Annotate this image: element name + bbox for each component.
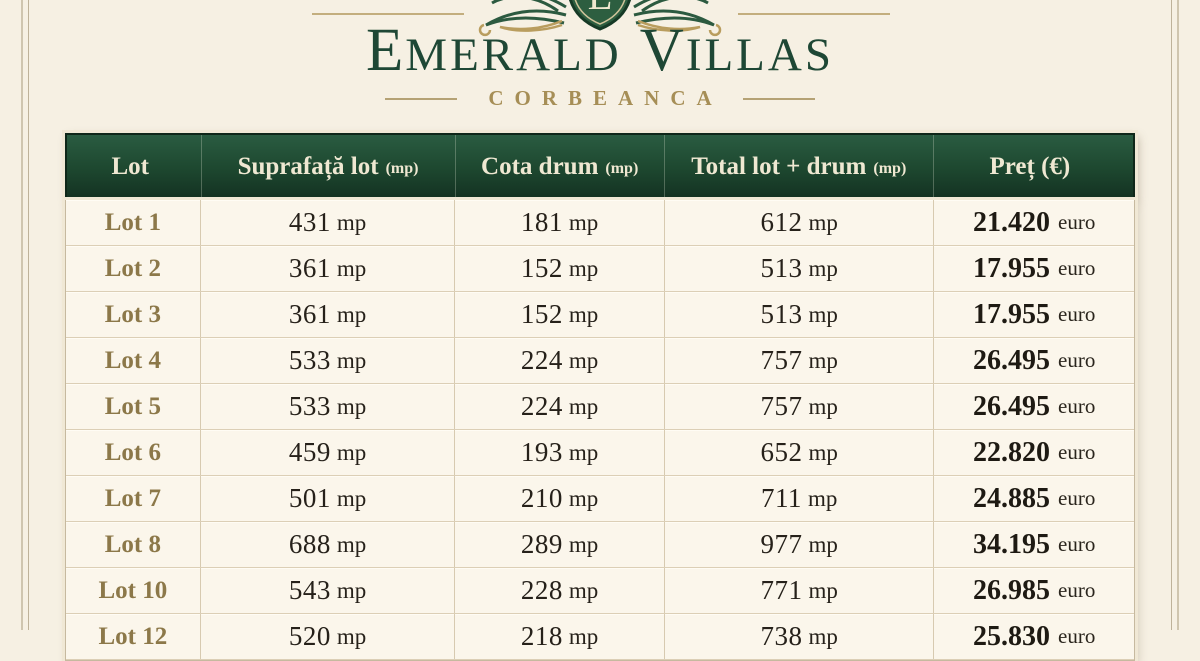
pret-cell: 21.420 euro: [973, 206, 1096, 238]
frame-line-left-outer: [21, 0, 23, 630]
total-cell: 757 mp: [665, 384, 935, 429]
subtitle-rule-right: [742, 97, 815, 100]
cota-drum-cell: 218 mp: [455, 614, 665, 659]
logo-crest: E: [470, 0, 730, 37]
pret-cell: 17.955 euro: [973, 252, 1096, 284]
lot-cell: Lot 2: [66, 246, 201, 291]
lot-cell: Lot 3: [66, 292, 201, 337]
pret-cell: 26.985 euro: [973, 574, 1096, 606]
frame-line-right-inner: [1171, 0, 1172, 630]
table-row: Lot 10 543 mp 228 mp 771 mp 26.985 euro: [66, 568, 1134, 614]
brand-subtitle: CORBEANCA: [488, 86, 723, 110]
table-row: Lot 6 459 mp 193 mp 652 mp 22.820 euro: [66, 430, 1134, 476]
pret-cell: 17.955 euro: [973, 298, 1096, 330]
cota-drum-cell: 210 mp: [455, 476, 665, 521]
pret-cell: 26.495 euro: [973, 344, 1096, 376]
table-row: Lot 4 533 mp 224 mp 757 mp 26.495 euro: [66, 338, 1134, 384]
table-row: Lot 3 361 mp 152 mp 513 mp 17.955 euro: [66, 292, 1134, 338]
suprafata-cell: 459 mp: [201, 430, 456, 475]
cota-drum-cell: 224 mp: [455, 384, 665, 429]
table-row: Lot 1 431 mp 181 mp 612 mp 21.420 euro: [66, 200, 1134, 246]
lot-cell: Lot 12: [66, 614, 201, 659]
total-cell: 711 mp: [665, 476, 935, 521]
cota-drum-cell: 224 mp: [455, 338, 665, 383]
table-row: Lot 2 361 mp 152 mp 513 mp 17.955 euro: [66, 246, 1134, 292]
cota-drum-cell: 289 mp: [455, 522, 665, 567]
lot-cell: Lot 6: [66, 430, 201, 475]
pret-cell: 22.820 euro: [973, 436, 1096, 468]
suprafata-cell: 501 mp: [201, 476, 456, 521]
brand-title-part: MERALD: [405, 29, 622, 81]
brand-title: EMERALD VILLAS: [0, 16, 1200, 86]
column-header-cota-drum: Cota drum (mp): [456, 135, 665, 198]
frame-line-left-inner: [28, 0, 29, 630]
column-header-pret: Preț (€): [989, 152, 1071, 180]
table-row: Lot 8 688 mp 289 mp 977 mp 34.195 euro: [66, 522, 1134, 568]
total-cell: 513 mp: [665, 292, 935, 337]
suprafata-cell: 688 mp: [201, 522, 456, 567]
pret-cell: 26.495 euro: [973, 390, 1096, 422]
brand-title-part: E: [366, 17, 406, 84]
logo-rule-right: [738, 13, 890, 15]
table-row: Lot 7 501 mp 210 mp 711 mp 24.885 euro: [66, 476, 1134, 522]
frame-line-right-outer: [1177, 0, 1179, 630]
subtitle-rule-left: [385, 97, 458, 100]
suprafata-cell: 533 mp: [201, 338, 456, 383]
suprafata-cell: 533 mp: [201, 384, 456, 429]
suprafata-cell: 431 mp: [201, 200, 456, 245]
lot-cell: Lot 4: [66, 338, 201, 383]
pret-cell: 34.195 euro: [973, 528, 1096, 560]
pret-cell: 25.830 euro: [973, 620, 1096, 652]
total-cell: 612 mp: [665, 200, 935, 245]
lot-cell: Lot 8: [66, 522, 201, 567]
lot-cell: Lot 1: [66, 200, 201, 245]
table-row: Lot 12 520 mp 218 mp 738 mp 25.830 euro: [66, 614, 1134, 660]
crest-monogram: E: [588, 0, 612, 18]
cota-drum-cell: 152 mp: [455, 292, 665, 337]
lot-cell: Lot 10: [66, 568, 201, 613]
cota-drum-cell: 152 mp: [455, 246, 665, 291]
lot-cell: Lot 5: [66, 384, 201, 429]
column-header-suprafata: Suprafață lot (mp): [202, 135, 456, 198]
total-cell: 652 mp: [665, 430, 935, 475]
total-cell: 977 mp: [665, 522, 935, 567]
cota-drum-cell: 193 mp: [455, 430, 665, 475]
crest-icon: E: [478, 0, 722, 37]
table-row: Lot 5 533 mp 224 mp 757 mp 26.495 euro: [66, 384, 1134, 430]
brand-subtitle-row: CORBEANCA: [0, 86, 1200, 111]
logo-rule-left: [312, 13, 464, 15]
column-header-total: Total lot + drum (mp): [665, 135, 934, 198]
pret-cell: 24.885 euro: [973, 482, 1096, 514]
total-cell: 771 mp: [665, 568, 935, 613]
price-table: Lot Suprafață lot (mp) Cota drum (mp) To…: [65, 133, 1135, 661]
suprafata-cell: 361 mp: [201, 292, 456, 337]
lot-cell: Lot 7: [66, 476, 201, 521]
column-header-lot: Lot: [67, 135, 202, 198]
suprafata-cell: 520 mp: [201, 614, 456, 659]
suprafata-cell: 361 mp: [201, 246, 456, 291]
table-body: Lot 1 431 mp 181 mp 612 mp 21.420 euro L…: [65, 200, 1135, 661]
brand-title-part: V: [639, 17, 686, 84]
total-cell: 513 mp: [665, 246, 935, 291]
cota-drum-cell: 228 mp: [455, 568, 665, 613]
brand-title-part: ILLAS: [685, 29, 834, 81]
cota-drum-cell: 181 mp: [455, 200, 665, 245]
total-cell: 757 mp: [665, 338, 935, 383]
total-cell: 738 mp: [665, 614, 935, 659]
suprafata-cell: 543 mp: [201, 568, 456, 613]
table-header-row: Lot Suprafață lot (mp) Cota drum (mp) To…: [65, 133, 1135, 200]
